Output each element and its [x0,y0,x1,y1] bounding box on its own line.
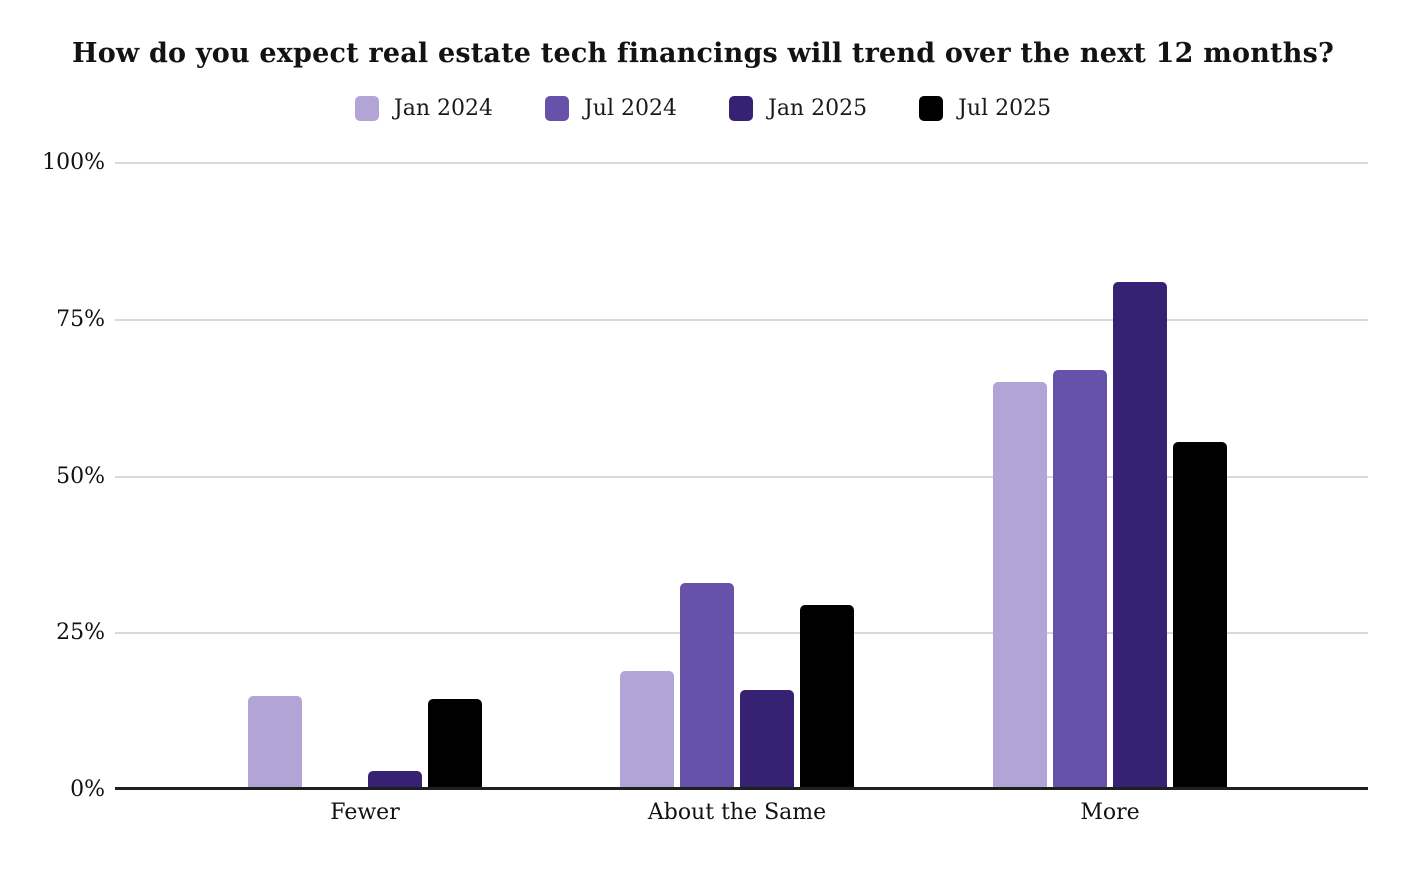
legend-swatch-jul-2025 [919,96,944,121]
y-tick-label-100: 100% [42,150,105,175]
x-tick-label-about-the-same: About the Same [647,800,827,825]
plot-area [115,162,1368,790]
y-tick-label-25: 25% [56,620,105,646]
gridline-100 [115,162,1368,164]
bar-jul-2025-more [1173,442,1227,790]
legend-swatch-jan-2025 [729,96,753,121]
legend: Jan 2024 Jul 2024 Jan 2025 Jul 2025 [0,96,1406,121]
bar-jan-2024-fewer [248,696,302,790]
bar-jan-2025-fewer [368,771,422,790]
legend-label: Jul 2025 [958,96,1052,121]
bar-jan-2024-about-the-same [620,671,674,790]
legend-item-jul-2024: Jul 2024 [544,96,677,121]
legend-label: Jan 2024 [393,96,493,121]
legend-item-jan-2025: Jan 2025 [729,96,867,121]
legend-swatch-jan-2024 [354,96,379,121]
x-tick-label-more: More [1080,800,1140,825]
gridline-25 [115,632,1368,635]
y-tick-label-50: 50% [56,463,105,489]
bar-jul-2025-fewer [428,699,482,790]
legend-item-jan-2024: Jan 2024 [354,96,493,121]
bar-jan-2024-more [993,382,1047,790]
chart-title: How do you expect real estate tech finan… [72,38,1334,69]
gridline-50 [115,475,1368,478]
x-axis-baseline [115,787,1368,790]
bar-jul-2025-about-the-same [800,605,854,790]
y-tick-label-0: 0% [70,777,105,802]
bar-jan-2025-more [1113,282,1167,790]
gridline-75 [115,318,1368,321]
legend-swatch-jul-2024 [544,96,569,121]
legend-label: Jan 2025 [768,96,868,121]
x-tick-label-fewer: Fewer [330,800,400,825]
legend-label: Jul 2024 [583,96,677,121]
legend-item-jul-2025: Jul 2025 [919,96,1051,121]
bar-jan-2025-about-the-same [740,690,794,790]
y-tick-label-75: 75% [56,306,105,332]
bar-jul-2024-about-the-same [680,583,734,790]
bar-jul-2024-more [1053,370,1107,790]
